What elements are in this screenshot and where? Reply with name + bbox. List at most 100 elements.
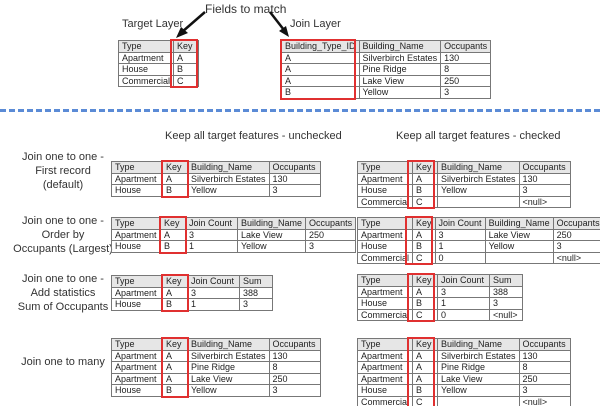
arrow-to-join-key-icon: [269, 11, 289, 37]
column-header: Type: [111, 275, 163, 288]
table-cell: B: [162, 184, 188, 197]
table-row: Apartment A Silverbirch Estates 130: [111, 349, 321, 362]
table-row: House B 1 3: [356, 297, 524, 310]
table-cell: 3: [187, 286, 240, 299]
table-cell: B: [160, 240, 186, 253]
column-header: Type: [111, 338, 163, 351]
table-cell: Apartment: [111, 228, 161, 241]
table-cell: Apartment: [111, 361, 163, 374]
table-cell: Silverbirch Estates: [187, 349, 270, 362]
table-cell: Silverbirch Estates: [358, 51, 442, 64]
table-row: Apartment A Silverbirch Estates 130: [356, 172, 571, 185]
column-header: Occupants: [440, 40, 492, 53]
label-line: First record: [35, 165, 91, 177]
column-header: Key: [412, 274, 439, 287]
header-row: Type Key Join Count Sum: [356, 274, 524, 287]
label-line: (default): [42, 179, 84, 191]
table-row: Apartment A Silverbirch Estates 130: [111, 172, 321, 185]
table-cell: 3: [185, 228, 238, 241]
result-table-checked: Type Key Building_Name Occupants Apartment A S…: [356, 160, 571, 209]
table-cell: Lake View: [236, 228, 307, 241]
table-cell: A: [281, 74, 360, 87]
column-header: Key: [162, 338, 188, 351]
table-row: House B Yellow 3: [356, 184, 571, 197]
column-header: Building_Name: [187, 161, 270, 174]
table-cell: A: [160, 228, 186, 241]
header-row: Type Key Building_Name Occupants: [356, 338, 571, 351]
header-row: Type Key Building_Name Occupants: [111, 161, 321, 174]
data-table: Type Key Building_Name Occupants Apartment A S…: [111, 338, 321, 397]
table-cell: 130: [268, 172, 321, 185]
column-header: Type: [111, 161, 163, 174]
table-row: Apartment A: [117, 51, 200, 64]
data-table: Type Key Join Count Sum Apartment A 3 388 House B…: [111, 275, 273, 311]
table-cell: 8: [440, 63, 492, 76]
table-row: Apartment A 3 388: [111, 286, 273, 299]
table-cell: B: [173, 63, 200, 76]
column-header: Type: [356, 338, 414, 351]
table-cell: Pine Ridge: [437, 361, 520, 374]
table-row: Commercial C 0 <null>: [356, 251, 600, 264]
table-row: Commercial C <null>: [356, 195, 571, 208]
table-cell: 3: [489, 297, 524, 310]
table-cell: A: [162, 361, 188, 374]
table-cell: A: [162, 372, 188, 385]
table-cell: Lake View: [187, 372, 270, 385]
table-cell: 250: [305, 228, 357, 241]
table-cell: 130: [518, 172, 571, 185]
column-header: Type: [356, 217, 414, 230]
join-layer-label: Join Layer: [290, 18, 341, 30]
table-row: House B Yellow 3: [356, 384, 571, 397]
table-cell: 8: [268, 361, 321, 374]
table-cell: A: [412, 349, 439, 362]
table-cell: Commercial: [356, 251, 414, 264]
column-header: Key: [173, 40, 200, 53]
table-cell: [484, 251, 554, 264]
column-header: Key: [412, 338, 439, 351]
table-cell: 250: [552, 228, 600, 241]
table-cell: A: [162, 349, 188, 362]
table-cell: Apartment: [111, 286, 163, 299]
table-cell: A: [281, 51, 360, 64]
table-cell: Commercial: [356, 395, 414, 406]
table-cell: Lake View: [484, 228, 554, 241]
table-cell: Apartment: [111, 372, 163, 385]
target-layer-table: Type Key Apartment A House B Commercial C: [117, 39, 200, 88]
table-cell: <null>: [518, 195, 571, 208]
column-header: Occupants: [268, 338, 321, 351]
table-cell: 3: [518, 184, 571, 197]
table-cell: B: [162, 384, 188, 397]
table-cell: A: [412, 361, 439, 374]
table-cell: C: [412, 195, 439, 208]
table-cell: 1: [185, 240, 238, 253]
column-header: Key: [162, 161, 188, 174]
column-header: Building_Name: [187, 338, 270, 351]
table-cell: B: [412, 297, 439, 310]
table-cell: C: [173, 74, 200, 87]
table-row: Apartment A Lake View 250: [111, 372, 321, 385]
table-cell: Apartment: [356, 372, 414, 385]
table-cell: 1: [187, 298, 240, 311]
table-cell: 8: [518, 361, 571, 374]
table-cell: A: [162, 172, 188, 185]
column-header: Type: [356, 274, 414, 287]
table-cell: A: [173, 51, 200, 64]
result-table-unchecked: Type Key Building_Name Occupants Apartment A S…: [111, 160, 321, 198]
result-table-checked: Type Key Join Count Sum Apartment A 3 388 House B…: [356, 273, 524, 322]
table-cell: A: [162, 286, 188, 299]
table-cell: House: [117, 63, 175, 76]
table-cell: 3: [437, 285, 491, 298]
table-cell: <null>: [489, 308, 524, 321]
table-cell: Apartment: [111, 172, 163, 185]
column-header: Occupants: [305, 217, 357, 230]
table-cell: House: [111, 384, 163, 397]
unchecked-column-heading: Keep all target features - unchecked: [165, 130, 342, 142]
table-cell: 0: [437, 308, 491, 321]
data-table: Building_Type_ID Building_Name Occupants A S…: [281, 40, 492, 99]
table-cell: 130: [440, 51, 492, 64]
table-cell: Silverbirch Estates: [437, 172, 520, 185]
column-header: Occupants: [268, 161, 321, 174]
target-layer-label: Target Layer: [122, 18, 184, 30]
join-option-label: Join one to one - Order by Occupants (Larg…: [4, 214, 122, 256]
